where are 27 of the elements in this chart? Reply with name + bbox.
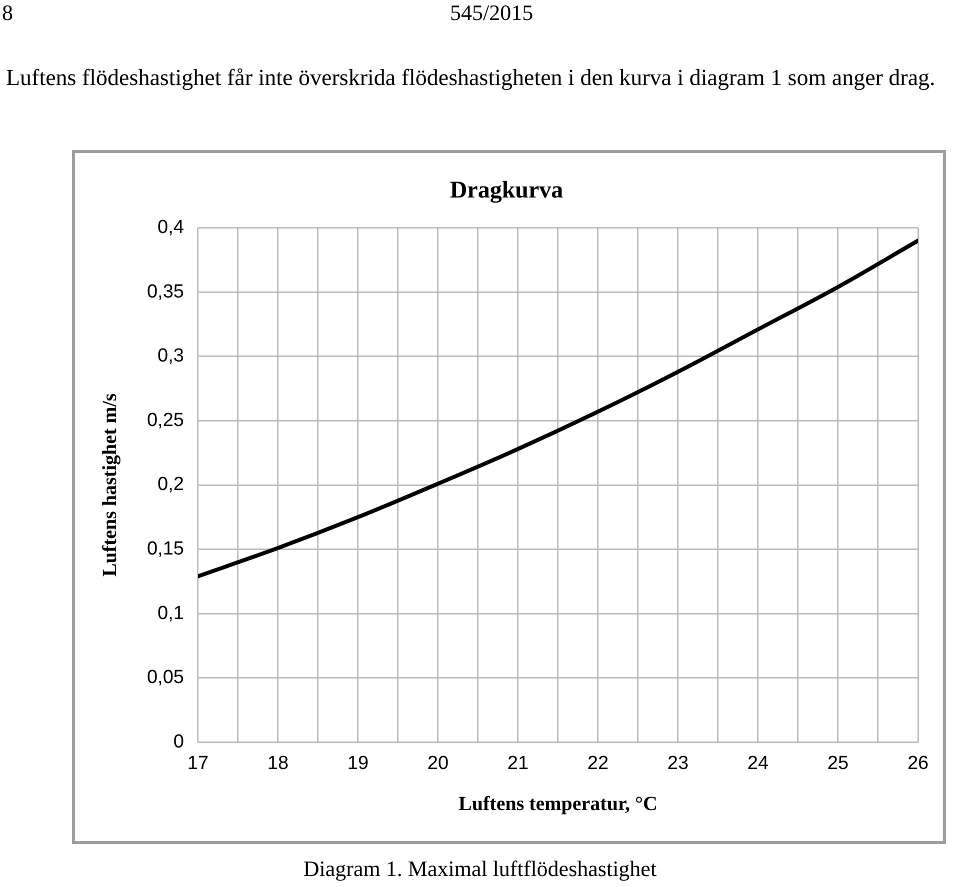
line-series xyxy=(198,238,918,578)
x-axis-title: Luftens temperatur, °C xyxy=(458,793,658,816)
y-tick-label: 0,25 xyxy=(146,410,184,431)
y-tick-label: 0,15 xyxy=(146,538,184,560)
x-tick-label: 17 xyxy=(187,752,209,774)
text: Diagram 1. Maximal luftflödeshastighet xyxy=(302,856,658,882)
text: 8 xyxy=(2,0,13,26)
x-tick-label: 19 xyxy=(347,752,369,774)
text: 545/2015 xyxy=(450,0,534,26)
x-tick-label: 24 xyxy=(747,752,769,774)
x-tick-label: 18 xyxy=(267,752,289,774)
chart-title: Dragkurva xyxy=(450,178,564,204)
x-tick-label: 23 xyxy=(667,752,689,774)
y-tick-label: 0,3 xyxy=(158,346,184,367)
x-tick-label: 26 xyxy=(907,752,929,774)
text: Luftens flödeshastighet får inte överskrida flödeshastigheten i den kurva i diagram 1 som anger drag. xyxy=(6,64,936,91)
x-tick-label: 25 xyxy=(827,752,849,774)
x-tick-label: 21 xyxy=(507,752,529,774)
x-tick-label: 20 xyxy=(427,752,449,774)
y-tick-label: 0,05 xyxy=(146,667,184,688)
y-tick-label: 0,2 xyxy=(158,474,184,496)
y-tick-label: 0,4 xyxy=(158,217,184,238)
x-tick-label: 22 xyxy=(587,752,609,774)
y-tick-label: 0,35 xyxy=(146,281,184,302)
y-tick-label: 0,1 xyxy=(158,602,184,624)
y-tick-label: 0 xyxy=(173,731,184,752)
y-axis-title: Luftens hastighet m/s xyxy=(99,393,122,577)
